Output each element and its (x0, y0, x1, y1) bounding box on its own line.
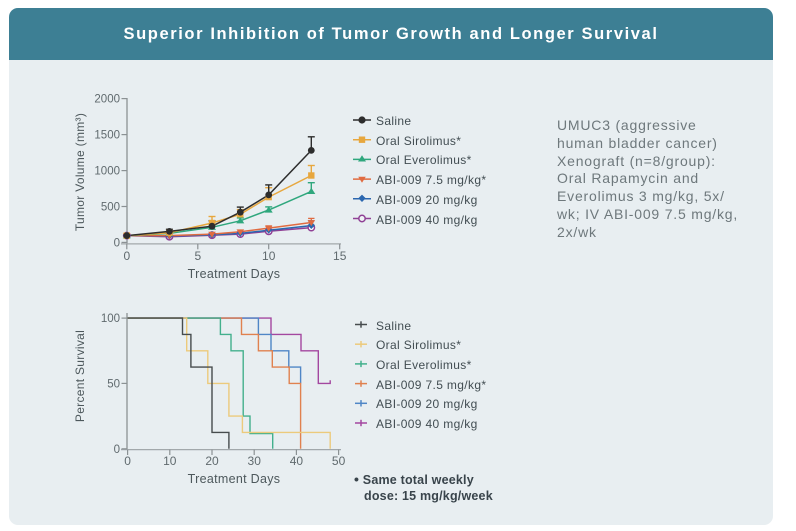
svg-text:0: 0 (124, 454, 131, 468)
svg-text:50: 50 (107, 378, 120, 390)
svg-text:0: 0 (123, 249, 130, 263)
svg-text:Treatment Days: Treatment Days (188, 267, 281, 281)
svg-text:0: 0 (114, 444, 120, 456)
svg-text:50: 50 (332, 454, 346, 468)
svg-text:10: 10 (262, 249, 276, 263)
svg-text:2000: 2000 (94, 94, 120, 106)
svg-text:Percent Survival: Percent Survival (73, 330, 87, 422)
svg-text:15: 15 (333, 249, 347, 263)
svg-text:0: 0 (114, 237, 120, 249)
svg-text:40: 40 (290, 454, 304, 468)
svg-text:100: 100 (101, 313, 120, 325)
svg-text:1500: 1500 (94, 130, 120, 142)
svg-text:1000: 1000 (94, 166, 120, 178)
svg-text:5: 5 (194, 249, 201, 263)
svg-text:20: 20 (205, 454, 219, 468)
svg-text:Treatment Days: Treatment Days (188, 472, 281, 486)
svg-text:Tumor Volume (mm³): Tumor Volume (mm³) (73, 113, 87, 231)
svg-text:10: 10 (163, 454, 177, 468)
svg-text:500: 500 (101, 202, 120, 214)
svg-text:30: 30 (248, 454, 262, 468)
